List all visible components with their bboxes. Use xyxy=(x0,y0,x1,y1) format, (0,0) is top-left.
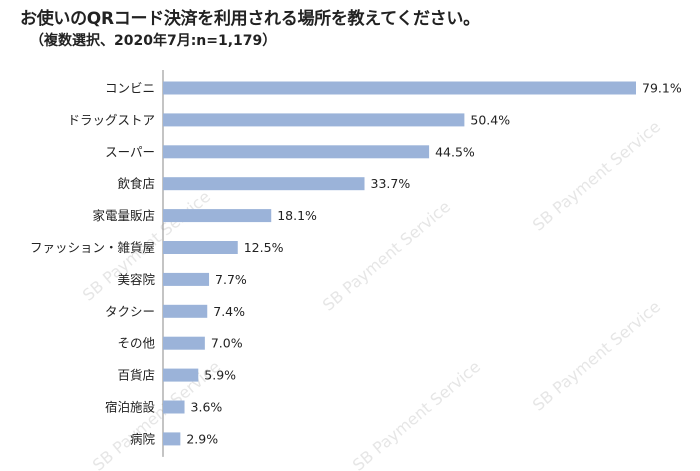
category-label: 飲食店 xyxy=(117,176,155,191)
value-label: 7.7% xyxy=(215,272,247,287)
value-label: 50.4% xyxy=(470,112,510,127)
value-label: 2.9% xyxy=(186,431,218,446)
bar xyxy=(163,81,636,95)
value-label: 3.6% xyxy=(191,400,223,415)
value-label: 5.9% xyxy=(204,368,236,383)
value-label: 7.4% xyxy=(213,304,245,319)
bar xyxy=(163,336,205,350)
category-label: 美容院 xyxy=(117,272,155,287)
category-labels: コンビニドラッグストアスーパー飲食店家電量販店ファッション・雑貨屋美容院タクシー… xyxy=(30,81,156,447)
value-label: 18.1% xyxy=(277,208,317,223)
value-label: 12.5% xyxy=(244,240,284,255)
category-label: 宿泊施設 xyxy=(105,400,156,415)
category-label: ドラッグストア xyxy=(67,112,155,127)
chart-subtitle: （複数選択、2020年7月:n=1,179） xyxy=(30,33,277,49)
value-label: 79.1% xyxy=(642,81,682,96)
value-labels: 79.1% 50.4% 44.5% 33.7% 18.1% 12.5% 7.7% 7.4% 7.… xyxy=(186,81,681,447)
value-label: 33.7% xyxy=(371,176,411,191)
value-label: 44.5% xyxy=(435,144,475,159)
bar xyxy=(163,177,365,191)
category-label: タクシー xyxy=(105,304,155,319)
bar xyxy=(163,241,238,254)
category-label: スーパー xyxy=(105,144,155,159)
bar xyxy=(163,209,272,223)
bar xyxy=(163,113,465,127)
bar xyxy=(163,432,181,446)
bar xyxy=(163,304,208,318)
bars xyxy=(163,81,636,446)
category-label: 百貨店 xyxy=(117,368,155,383)
value-label: 7.0% xyxy=(211,336,243,351)
bar xyxy=(163,272,210,286)
category-label: その他 xyxy=(117,336,155,351)
category-label: 家電量販店 xyxy=(92,208,155,223)
bar xyxy=(163,400,185,414)
chart-title: お使いのQRコード決済を利用される場所を教えてください。 xyxy=(20,9,480,29)
bar xyxy=(163,368,199,382)
category-label: ファッション・雑貨屋 xyxy=(30,240,155,255)
bar xyxy=(163,145,430,159)
category-label: コンビニ xyxy=(105,81,155,96)
category-label: 病院 xyxy=(130,431,156,446)
